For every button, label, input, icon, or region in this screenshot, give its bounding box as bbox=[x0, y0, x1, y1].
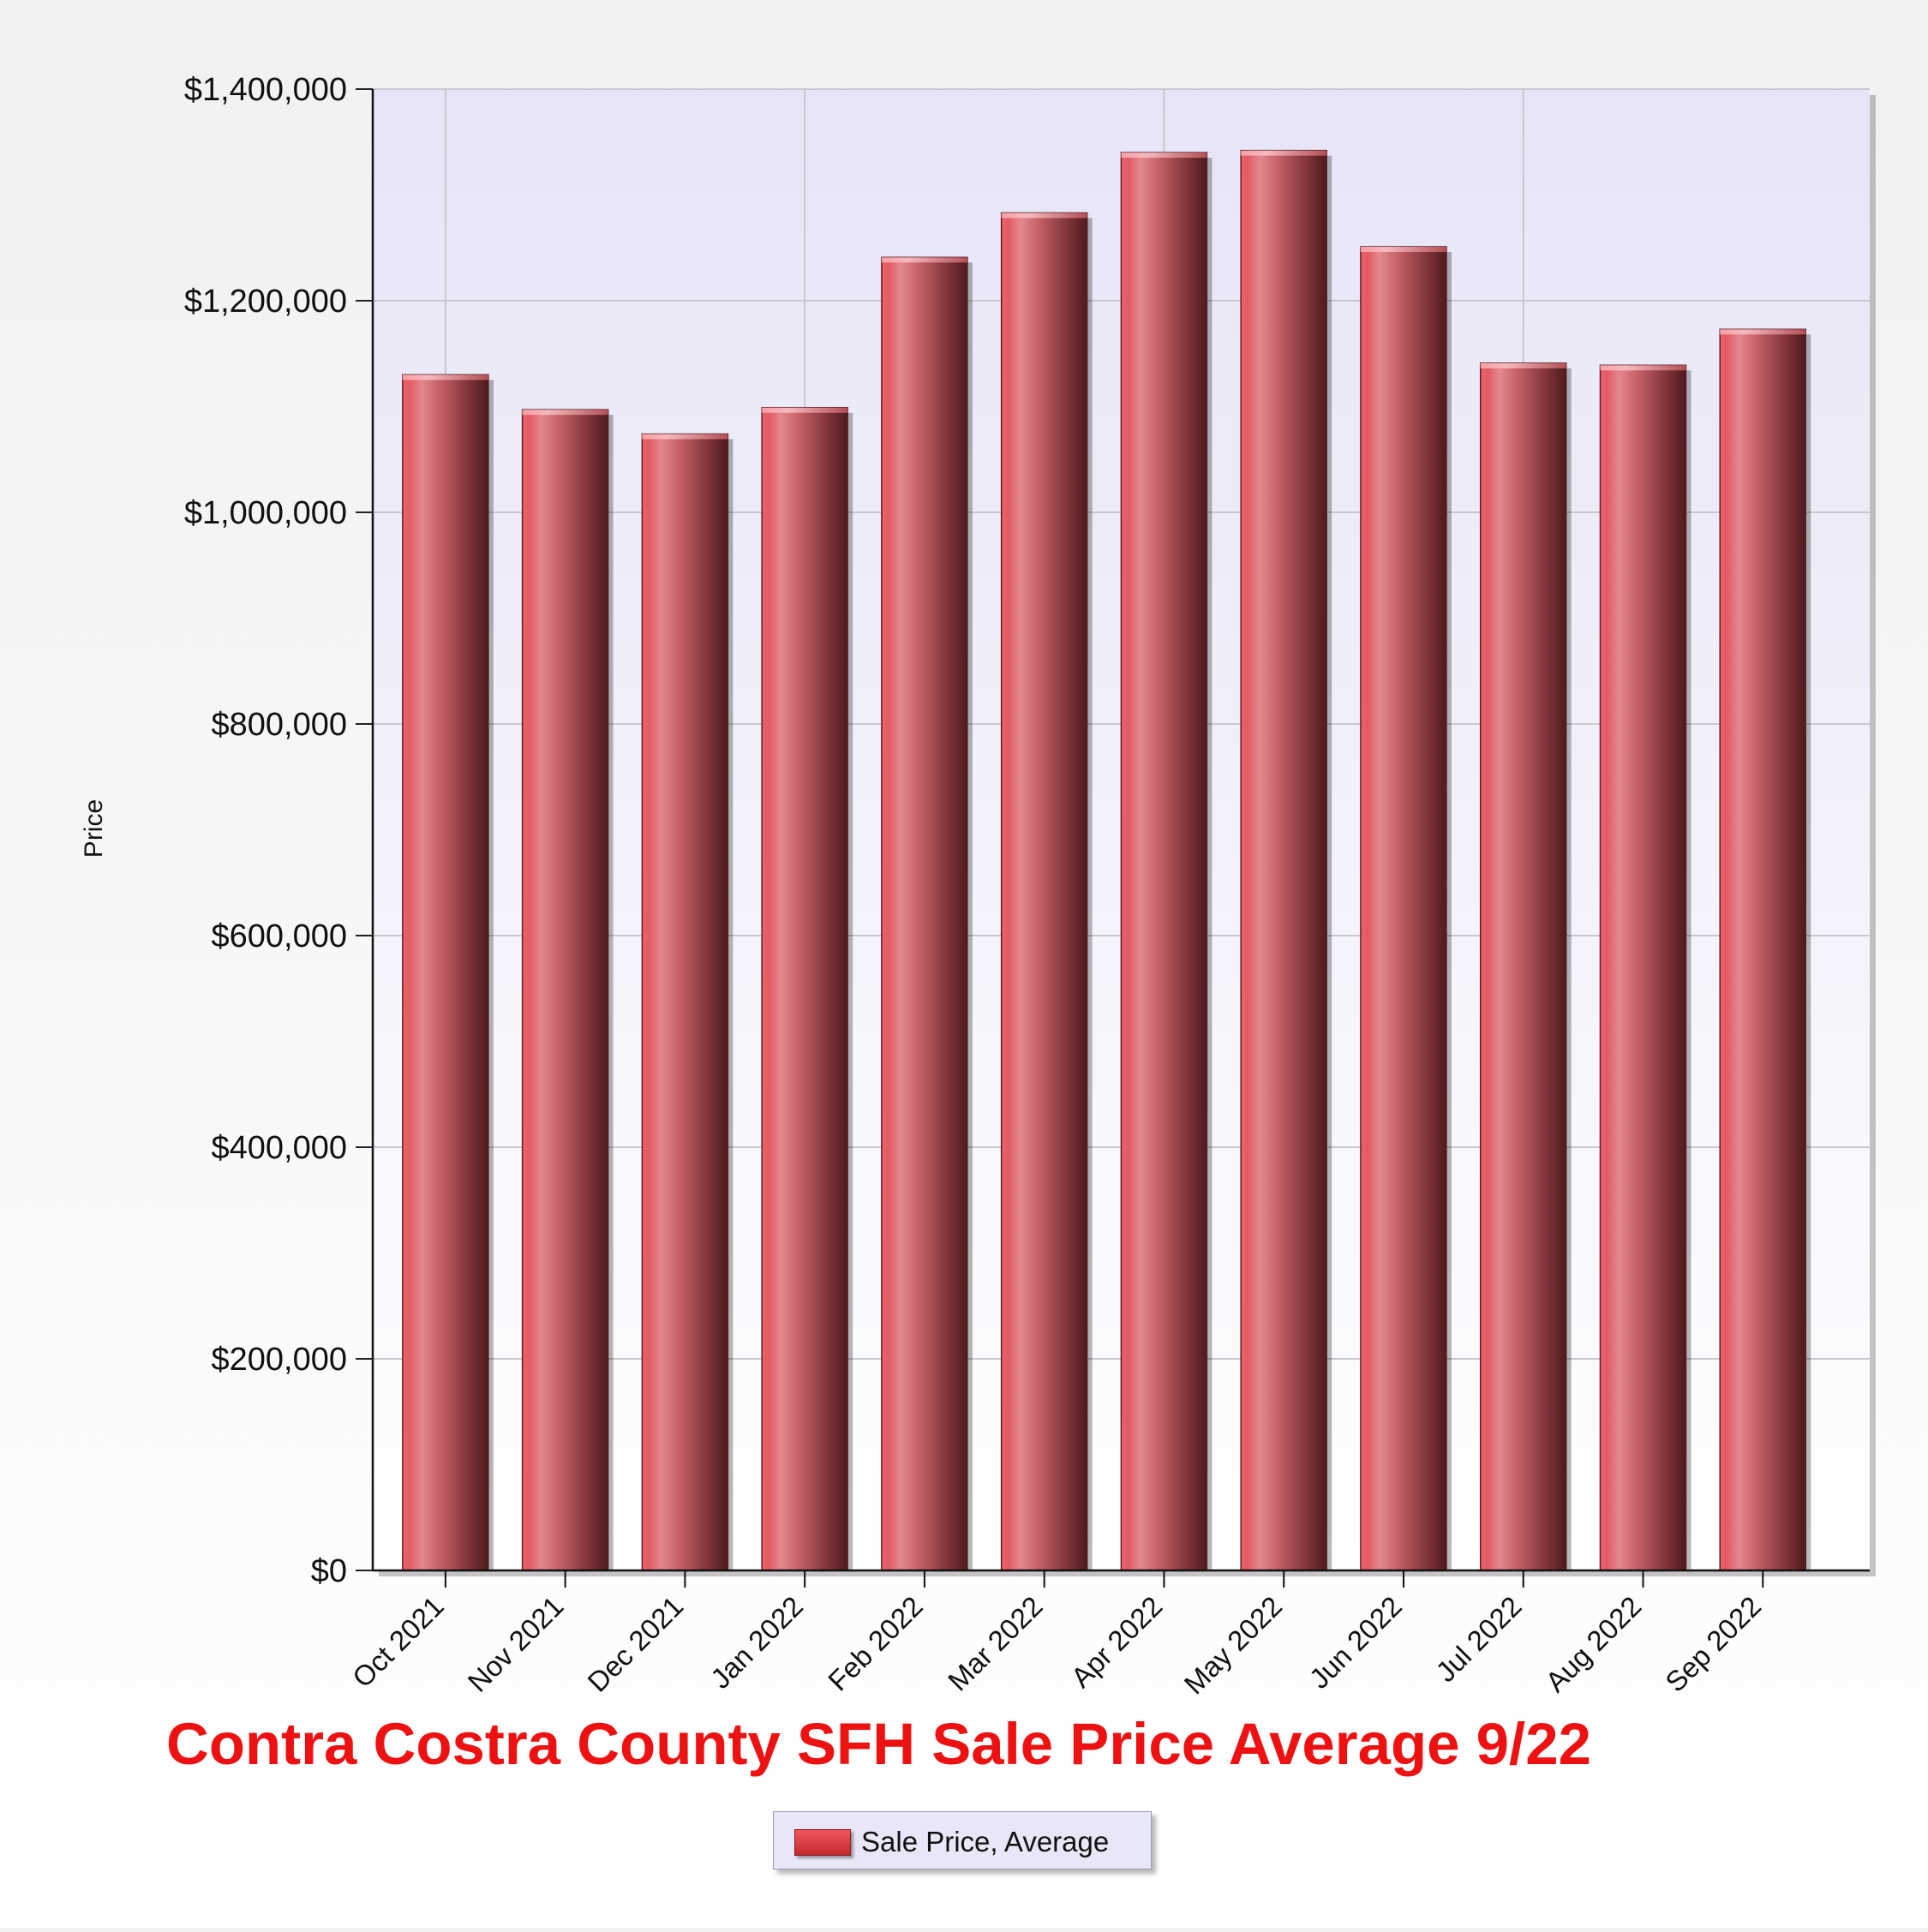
bar-top bbox=[881, 257, 967, 263]
legend-swatch-sale-price-average bbox=[794, 1829, 851, 1856]
y-tick-label: $1,000,000 bbox=[184, 495, 347, 531]
bar-top bbox=[1241, 150, 1327, 156]
y-axis-label: Price bbox=[80, 799, 108, 858]
bar-top bbox=[1360, 247, 1446, 253]
y-tick-label: $1,200,000 bbox=[184, 284, 347, 320]
y-tick-label: $400,000 bbox=[212, 1130, 348, 1166]
bar-top bbox=[1600, 365, 1686, 371]
x-tick-label: Nov 2021 bbox=[462, 1590, 570, 1698]
x-tick-label: Oct 2021 bbox=[346, 1590, 450, 1694]
x-tick-label: Mar 2022 bbox=[942, 1590, 1049, 1697]
bar bbox=[1479, 362, 1567, 1571]
bar bbox=[1000, 212, 1088, 1571]
chart-title: Contra Costra County SFH Sale Price Aver… bbox=[166, 1711, 1591, 1777]
bar-top bbox=[1001, 212, 1087, 218]
legend-label: Sale Price, Average bbox=[861, 1826, 1110, 1857]
legend: Sale Price, Average bbox=[773, 1811, 1152, 1869]
bar bbox=[402, 374, 489, 1571]
bar-top bbox=[522, 410, 608, 416]
bar bbox=[1120, 152, 1208, 1571]
bar bbox=[1360, 246, 1447, 1571]
bar-top bbox=[1121, 153, 1207, 159]
x-tick-label: Dec 2021 bbox=[581, 1590, 689, 1698]
x-tick-label: Apr 2022 bbox=[1065, 1590, 1169, 1694]
bar bbox=[761, 406, 848, 1571]
bar-top bbox=[1480, 362, 1566, 368]
y-tick-label: $200,000 bbox=[212, 1342, 348, 1378]
bar-top bbox=[642, 434, 728, 440]
bar bbox=[521, 409, 609, 1571]
bar bbox=[1719, 328, 1806, 1571]
y-tick-label: $1,400,000 bbox=[184, 72, 347, 108]
x-tick-label: Aug 2022 bbox=[1539, 1590, 1647, 1698]
bar bbox=[1240, 149, 1327, 1571]
bar-top bbox=[762, 407, 848, 413]
bar bbox=[641, 433, 729, 1571]
bar-top bbox=[1720, 329, 1806, 335]
x-tick-label: Feb 2022 bbox=[822, 1590, 929, 1697]
bar bbox=[1599, 364, 1687, 1571]
bar-top bbox=[402, 374, 488, 380]
bar bbox=[881, 256, 968, 1571]
y-tick-label: $800,000 bbox=[212, 707, 348, 743]
x-tick-label: Sep 2022 bbox=[1659, 1590, 1767, 1698]
x-tick-label: Jun 2022 bbox=[1303, 1590, 1408, 1695]
x-tick-label: May 2022 bbox=[1178, 1590, 1289, 1701]
x-tick-label: Jan 2022 bbox=[704, 1590, 809, 1695]
y-tick-label: $600,000 bbox=[212, 918, 348, 954]
x-tick-label: Jul 2022 bbox=[1429, 1590, 1527, 1688]
y-tick-label: $0 bbox=[311, 1553, 347, 1589]
